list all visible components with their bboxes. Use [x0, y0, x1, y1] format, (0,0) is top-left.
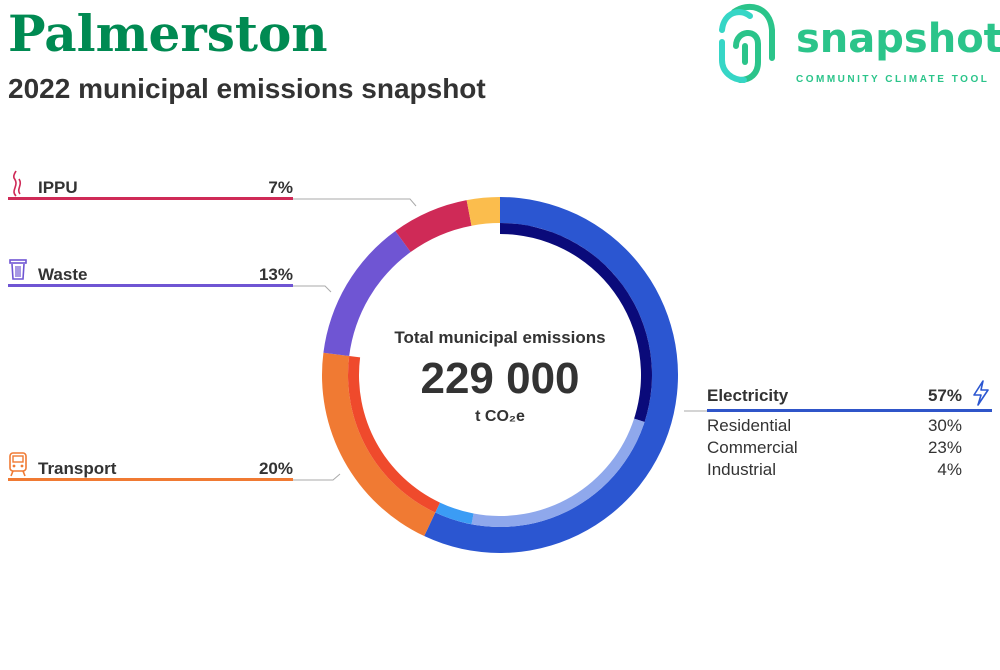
legend-value-waste: 13% [258, 265, 293, 284]
legend-value-industrial: 4% [937, 460, 962, 479]
slice-other[interactable] [466, 197, 500, 226]
legend-bar-ippu [8, 197, 293, 200]
legend-subitem-industrial: Industrial 4% [707, 456, 992, 479]
subslice-commercial[interactable] [471, 418, 645, 527]
legend-subitem-residential: Residential 30% [707, 412, 992, 435]
trash-icon [9, 259, 27, 280]
legend-label-residential: Residential [707, 416, 792, 435]
legend-value-transport: 20% [258, 459, 293, 478]
chart-center: Total municipal emissions 229 000 t CO₂e [350, 325, 650, 427]
legend-value-residential: 30% [927, 416, 962, 435]
leader-line-ippu [293, 198, 417, 207]
leader-line-transport [293, 473, 341, 481]
total-emissions-unit: t CO₂e [475, 408, 525, 425]
legend-item-electricity[interactable]: Electricity 57% Residential 30% Commerci… [707, 380, 992, 479]
leader-line-waste [293, 285, 332, 293]
chart-title: Total municipal emissions [394, 328, 606, 347]
legend-value-commercial: 23% [927, 438, 962, 457]
legend-item-transport[interactable]: Transport 20% [8, 451, 293, 481]
train-icon [9, 452, 27, 477]
legend-label-transport: Transport [38, 459, 117, 478]
fingerprint-logo-icon [719, 3, 775, 83]
outer-ring [322, 197, 678, 553]
subslice-industrial[interactable] [435, 502, 474, 525]
slice-transport[interactable] [322, 352, 436, 537]
snapshot-logo[interactable]: snapshot COMMUNITY CLIMATE TOOL [714, 0, 1000, 92]
slice-waste[interactable] [323, 230, 411, 356]
inner-ring [348, 223, 652, 527]
legend-bar-electricity [707, 409, 992, 412]
legend-subitem-commercial: Commercial 23% [707, 434, 992, 457]
legend-label-industrial: Industrial [707, 460, 776, 479]
logo-wordmark: snapshot [796, 16, 1000, 62]
legend-item-ippu[interactable]: IPPU 7% [8, 170, 293, 200]
slice-ippu[interactable] [395, 200, 472, 253]
page-title: Palmerston [8, 4, 328, 63]
legend-bar-waste [8, 284, 293, 287]
legend-value-ippu: 7% [268, 178, 293, 197]
lightning-icon [973, 380, 989, 406]
legend-label-electricity: Electricity [707, 386, 789, 405]
legend-label-commercial: Commercial [707, 438, 798, 457]
legend-label-waste: Waste [38, 265, 88, 284]
logo-tagline: COMMUNITY CLIMATE TOOL [796, 74, 990, 85]
leader-lines [293, 198, 707, 481]
legend-label-ippu: IPPU [38, 178, 78, 197]
legend-value-electricity: 57% [927, 386, 962, 405]
legend-bar-transport [8, 478, 293, 481]
total-emissions-value: 229 000 [420, 354, 580, 403]
smoke-icon [12, 170, 22, 197]
subslice-transport[interactable] [348, 355, 440, 513]
page-subtitle: 2022 municipal emissions snapshot [8, 73, 486, 104]
legend-item-waste[interactable]: Waste 13% [8, 257, 293, 287]
